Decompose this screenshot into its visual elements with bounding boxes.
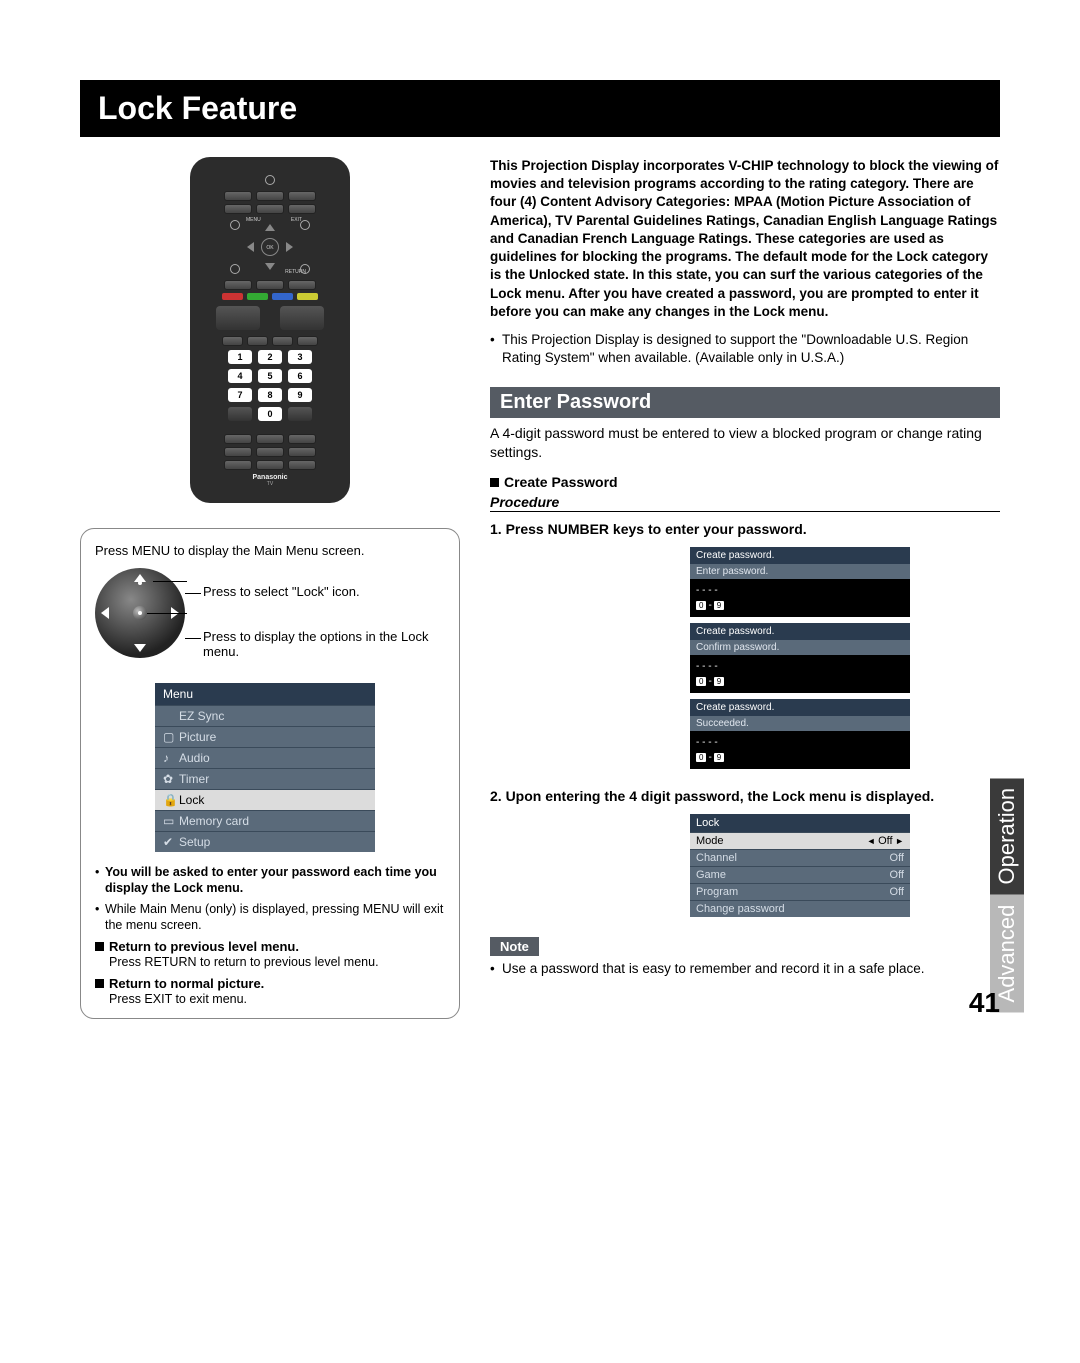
bullet-1: You will be asked to enter your password… [95, 864, 445, 897]
note-1: This Projection Display is designed to s… [490, 331, 1000, 367]
return-heading: Return to previous level menu. [95, 939, 445, 954]
password-dialogs: Create password. Enter password. - - - -… [690, 547, 910, 769]
page-title: Lock Feature [80, 80, 1000, 137]
create-pw-heading: Create Password [490, 474, 1000, 490]
lock-menu: Lock Mode ◄ Off ► ChannelOff GameOff Pro… [690, 814, 910, 917]
section-heading: Enter Password [490, 387, 1000, 418]
osd-item: ▭Memory card [155, 810, 375, 831]
lock-row: Change password [690, 900, 910, 917]
procedure-label: Procedure [490, 494, 1000, 512]
osd-item: EZ Sync [155, 705, 375, 726]
num-key: 1 [228, 350, 252, 364]
intro-text: This Projection Display incorporates V-C… [490, 157, 1000, 321]
menu-label: MENU [246, 217, 261, 223]
normal-heading: Return to normal picture. [95, 976, 445, 991]
osd-item: ✔Setup [155, 831, 375, 852]
osd-menu: Menu EZ Sync ▢Picture ♪Audio ✿Timer 🔒Loc… [155, 683, 375, 852]
lock-row: ChannelOff [690, 849, 910, 866]
osd-item: ♪Audio [155, 747, 375, 768]
remote-diagram: MENU EXIT RETURN OK [80, 157, 460, 503]
bullet-2: While Main Menu (only) is displayed, pre… [95, 901, 445, 934]
page-number: 41 [969, 987, 1000, 1019]
ok-button-label: OK [261, 238, 279, 256]
dialog-1: Create password. Enter password. - - - -… [690, 547, 910, 617]
dialog-3: Create password. Succeeded. - - - - 0-9 [690, 699, 910, 769]
step-2: 2. Upon entering the 4 digit password, t… [490, 787, 1000, 806]
osd-item: ✿Timer [155, 768, 375, 789]
dialog-2: Create password. Confirm password. - - -… [690, 623, 910, 693]
lock-row: ProgramOff [690, 883, 910, 900]
nav-text-2: Press to display the options in the Lock… [203, 629, 445, 659]
osd-item: ▢Picture [155, 726, 375, 747]
return-text: Press RETURN to return to previous level… [109, 954, 445, 970]
lock-row: Mode ◄ Off ► [690, 832, 910, 849]
body-text: A 4-digit password must be entered to vi… [490, 424, 1000, 462]
step-1: 1. Press NUMBER keys to enter your passw… [490, 520, 1000, 539]
normal-text: Press EXIT to exit menu. [109, 991, 445, 1007]
note-label: Note [490, 937, 539, 956]
tv-label: TV [204, 481, 336, 487]
osd-title: Menu [155, 683, 375, 705]
note-2: Use a password that is easy to remember … [490, 960, 1000, 978]
dpad-diagram [95, 568, 185, 658]
instr-line1: Press MENU to display the Main Menu scre… [95, 543, 445, 558]
nav-text-1: Press to select "Lock" icon. [203, 584, 445, 599]
brand-label: Panasonic [204, 474, 336, 481]
osd-item-active: 🔒Lock [155, 789, 375, 810]
lock-row: GameOff [690, 866, 910, 883]
instruction-box: Press MENU to display the Main Menu scre… [80, 528, 460, 1019]
